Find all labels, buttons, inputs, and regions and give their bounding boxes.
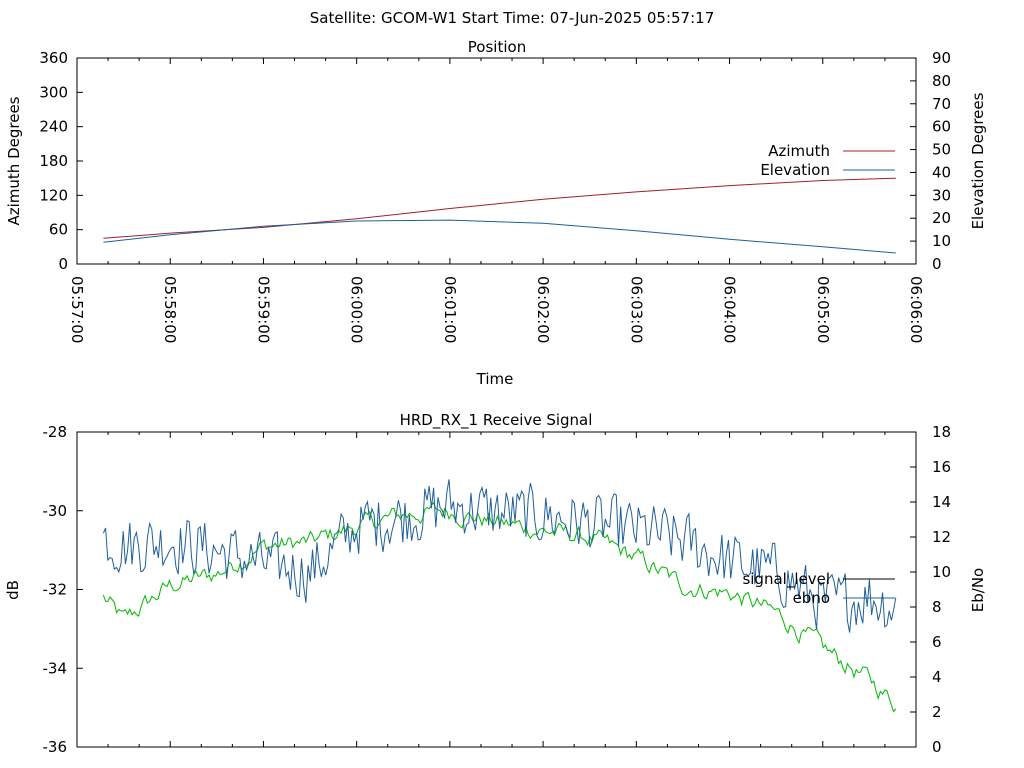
ebno-axis-label: Eb/No <box>969 568 987 612</box>
time-tick-label: 06:03:00 <box>627 276 645 343</box>
time-tick-label: 06:05:00 <box>814 276 832 343</box>
receive-signal-chart-title: HRD_RX_1 Receive Signal <box>400 411 593 430</box>
azimuth-tick-label: 300 <box>39 83 68 101</box>
time-tick-label: 06:02:00 <box>534 276 552 343</box>
report-title: Satellite: GCOM-W1 Start Time: 07-Jun-20… <box>310 9 715 27</box>
ebno-tick-label: 16 <box>932 458 951 476</box>
elevation-tick-label: 40 <box>932 163 951 181</box>
azimuth-tick-label: 360 <box>39 49 68 67</box>
ebno-axis: 0 2 4 6 8 10 12 14 16 18 <box>910 423 951 756</box>
legend-label-ebno: ebno <box>793 589 830 607</box>
ebno-tick-label: 18 <box>932 423 951 441</box>
ebno-tick-label: 8 <box>932 598 942 616</box>
elevation-axis: 0 10 20 30 40 50 60 70 80 90 <box>910 49 951 273</box>
series-line-elevation <box>103 219 896 254</box>
time-axis-minor <box>76 432 917 747</box>
time-tick-label: 05:57:00 <box>68 276 86 343</box>
azimuth-axis: 0 60 120 180 240 300 360 <box>39 49 83 273</box>
ebno-tick-label: 12 <box>932 528 951 546</box>
time-tick-label: 05:58:00 <box>161 276 179 343</box>
db-tick-label: -34 <box>43 659 68 677</box>
series-line-azimuth <box>103 177 896 239</box>
receive-signal-legend: signal_level ebno <box>742 570 895 607</box>
ebno-tick-label: 0 <box>932 738 942 756</box>
azimuth-tick-label: 60 <box>49 221 68 239</box>
azimuth-tick-label: 180 <box>39 152 68 170</box>
receive-signal-chart: HRD_RX_1 Receive Signal -36-34-32-30-28 … <box>4 411 987 756</box>
azimuth-tick-label: 120 <box>39 186 68 204</box>
elevation-tick-label: 70 <box>932 95 951 113</box>
db-tick-label: -28 <box>43 423 68 441</box>
time-tick-label: 06:00:00 <box>348 276 366 343</box>
ebno-tick-label: 14 <box>932 493 951 511</box>
legend-label-elevation: Elevation <box>760 161 830 179</box>
position-chart-title: Position <box>468 38 526 56</box>
legend-label-azimuth: Azimuth <box>768 142 830 160</box>
ebno-tick-label: 2 <box>932 703 942 721</box>
time-tick-label: 05:59:00 <box>254 276 272 343</box>
time-axis-label: Time <box>476 370 514 388</box>
series-line-ebno <box>102 479 897 633</box>
time-tick-label: 06:04:00 <box>721 276 739 343</box>
elevation-axis-label: Elevation Degrees <box>969 92 987 229</box>
elevation-tick-label: 10 <box>932 232 951 250</box>
elevation-tick-label: 50 <box>932 141 951 159</box>
db-axis-label: dB <box>4 580 22 600</box>
ebno-tick-label: 4 <box>932 668 942 686</box>
time-tick-label: 06:06:00 <box>907 276 925 343</box>
db-tick-label: -32 <box>43 581 68 599</box>
time-tick-label: 06:01:00 <box>441 276 459 343</box>
ebno-tick-label: 6 <box>932 633 942 651</box>
elevation-tick-label: 80 <box>932 72 951 90</box>
elevation-tick-label: 20 <box>932 209 951 227</box>
position-chart: Position 0 60 120 180 240 300 360 0 10 20 30 40 50 6… <box>5 38 987 388</box>
position-legend: Azimuth Elevation <box>760 142 895 179</box>
elevation-tick-label: 30 <box>932 186 951 204</box>
ebno-tick-label: 10 <box>932 563 951 581</box>
elevation-tick-label: 0 <box>932 255 942 273</box>
azimuth-tick-label: 0 <box>58 255 68 273</box>
elevation-tick-label: 60 <box>932 118 951 136</box>
db-axis: -36 -34 -32 -30 -28 <box>43 423 83 756</box>
elevation-tick-label: 90 <box>932 49 951 67</box>
db-tick-label: -30 <box>43 502 68 520</box>
azimuth-axis-label: Azimuth Degrees <box>5 96 23 225</box>
db-tick-label: -36 <box>43 738 68 756</box>
legend-label-signal-level: signal_level <box>742 570 830 589</box>
azimuth-tick-label: 240 <box>39 118 68 136</box>
series-line-signal-level <box>102 501 897 713</box>
time-axis: 05:57:00 05:58:00 05:59:00 06:00:00 06:01:00… <box>68 58 925 343</box>
